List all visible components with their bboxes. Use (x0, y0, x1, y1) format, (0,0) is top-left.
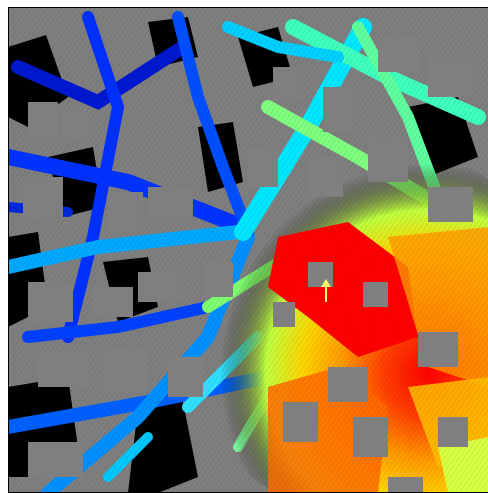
ray-texture (8, 7, 488, 493)
map-frame (8, 7, 488, 493)
transmitter-marker (321, 279, 331, 302)
coverage-map (8, 7, 488, 493)
building-footprints (23, 37, 473, 493)
